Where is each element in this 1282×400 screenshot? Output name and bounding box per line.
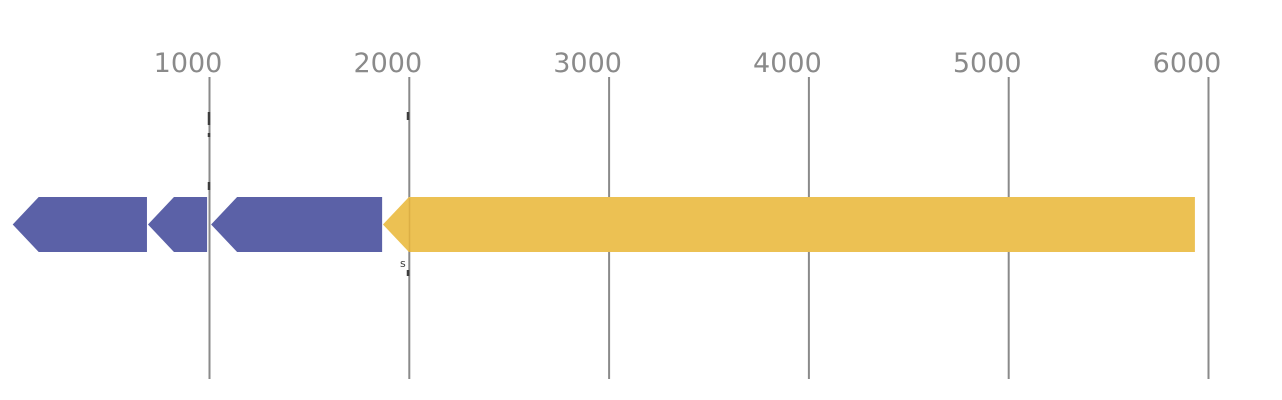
axis-tick-label: 2000 xyxy=(353,48,422,79)
feature-4-arrow xyxy=(382,197,1195,252)
axis-tick-label: 3000 xyxy=(553,48,622,79)
axis-tick-label: 5000 xyxy=(953,48,1022,79)
feature-3-arrow xyxy=(211,197,383,252)
axis-tick-label: 4000 xyxy=(753,48,822,79)
axis-tick-label: 6000 xyxy=(1153,48,1222,79)
feature-1-arrow xyxy=(12,197,147,252)
axis-tick-label: 1000 xyxy=(154,48,223,79)
feature-2-arrow xyxy=(147,197,208,252)
tiny-annotation-label: s xyxy=(400,257,406,270)
